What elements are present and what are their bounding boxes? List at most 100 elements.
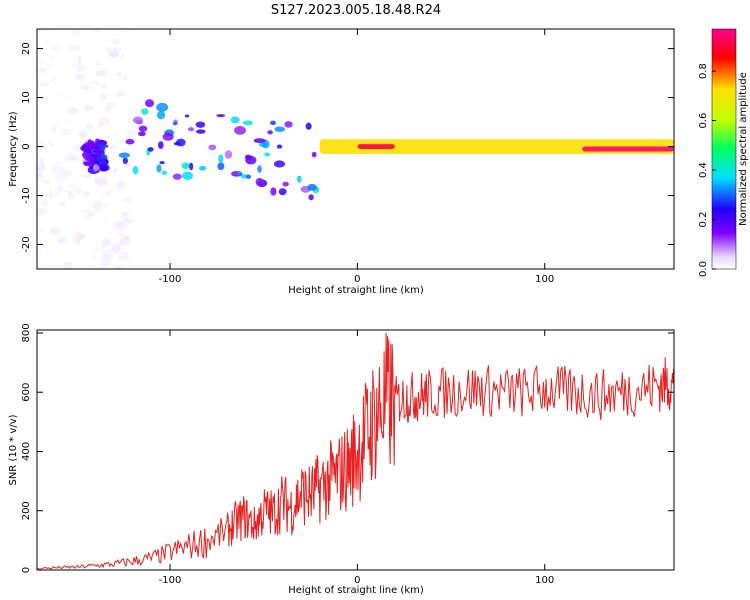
heatmap-cell xyxy=(111,244,121,254)
heatmap-cell xyxy=(50,44,60,51)
heatmap-cell xyxy=(98,143,106,150)
heatmap-cell xyxy=(83,211,95,219)
heatmap-cell xyxy=(92,206,103,215)
figure-title: S127.2023.005.18.48.R24 xyxy=(271,3,441,18)
heatmap-cell xyxy=(115,221,124,227)
heatmap-cell xyxy=(141,108,149,115)
heatmap-cell xyxy=(125,129,138,139)
heatmap-cell xyxy=(106,190,112,195)
x-tick-label: -100 xyxy=(159,274,182,285)
heatmap-cell xyxy=(37,29,42,33)
heatmap-cell xyxy=(37,163,46,172)
heatmap-cell xyxy=(230,116,240,124)
heatmap-cell xyxy=(182,171,194,180)
heatmap-cell xyxy=(102,215,108,223)
heatmap-cell xyxy=(48,228,60,235)
heatmap-cell xyxy=(282,181,289,187)
snr-frame xyxy=(36,329,675,571)
heatmap-cell xyxy=(93,175,100,185)
heatmap-cell xyxy=(41,200,49,207)
heatmap-cell xyxy=(123,235,131,240)
heatmap-cell xyxy=(311,151,317,158)
heatmap-cell xyxy=(245,155,257,165)
heatmap-cell xyxy=(147,147,154,152)
heatmap-cell xyxy=(270,120,276,126)
heatmap-cell xyxy=(100,240,107,249)
heatmap-cell xyxy=(121,211,130,220)
heatmap-cell xyxy=(123,197,135,202)
y-tick-label: 800 xyxy=(21,323,32,342)
heatmap-cell xyxy=(117,180,125,187)
heatmap-cell xyxy=(100,193,110,200)
heatmap-cell xyxy=(162,132,174,141)
x-tick-label: 0 xyxy=(354,575,360,586)
heatmap-cell xyxy=(216,114,226,118)
heatmap-cell xyxy=(296,175,302,183)
y-tick-label: -10 xyxy=(21,187,32,203)
colorbar-tick-label: 0.4 xyxy=(698,162,709,178)
heatmap-cell xyxy=(72,144,82,152)
heatmap-cell xyxy=(97,179,110,188)
heatmap-cell xyxy=(39,59,45,64)
heatmap-cell xyxy=(62,189,67,194)
heatmap-cell xyxy=(39,157,45,166)
heatmap-cell xyxy=(96,176,108,186)
heatmap-cell xyxy=(37,68,47,73)
heatmap-cell xyxy=(119,237,131,246)
colorbar: 0.0 0.2 0.4 0.6 0.8 Normalized spectral ampl… xyxy=(698,28,749,277)
heatmap-cell xyxy=(107,93,114,97)
heatmap-cell xyxy=(108,50,119,58)
heatmap-cell xyxy=(189,162,194,171)
heatmap-cell xyxy=(61,156,72,162)
heatmap-cell xyxy=(50,166,63,175)
heatmap-cell xyxy=(264,152,271,157)
heatmap-cell xyxy=(120,53,125,62)
heatmap-cell xyxy=(242,120,253,126)
heatmap-cell xyxy=(114,264,125,269)
heatmap-marks xyxy=(37,29,674,269)
heatmap-cell xyxy=(156,110,166,120)
heatmap-cell xyxy=(73,232,84,242)
heatmap-cell xyxy=(37,207,47,217)
heatmap-cell xyxy=(70,107,78,112)
x-tick-label: 0 xyxy=(354,274,360,285)
heatmap-cell xyxy=(208,144,217,151)
heatmap-cell xyxy=(117,251,129,261)
heatmap-feature-blob xyxy=(80,138,110,175)
heatmap-cell xyxy=(157,141,164,150)
heatmap-cell xyxy=(93,61,103,66)
heatmap-cell xyxy=(116,181,123,190)
heatmap-cell xyxy=(77,233,87,240)
heatmap-cell xyxy=(38,191,49,199)
heatmap-cell xyxy=(58,183,64,192)
heatmap-feature-noise xyxy=(37,29,138,269)
heatmap-cell xyxy=(77,55,82,65)
colorbar-label: Normalized spectral amplitude xyxy=(738,72,749,226)
heatmap-cell xyxy=(73,45,81,51)
heatmap-cell xyxy=(115,221,126,231)
colorbar-ticks: 0.0 0.2 0.4 0.6 0.8 xyxy=(698,63,716,277)
heatmap-cell xyxy=(276,144,283,149)
heatmap-cell xyxy=(81,209,92,213)
heatmap-cell xyxy=(81,81,87,86)
heatmap-cell xyxy=(116,91,125,97)
heatmap-cell xyxy=(37,174,44,181)
heatmap-band xyxy=(582,146,674,152)
heatmap-cell xyxy=(92,163,99,172)
heatmap-feature-drifting-blobs xyxy=(118,99,320,201)
heatmap-cell xyxy=(125,255,131,261)
heatmap-cell xyxy=(94,152,102,158)
colorbar-tick-label: 0.6 xyxy=(698,113,709,129)
heatmap-cell xyxy=(104,236,111,243)
heatmap-cell xyxy=(46,63,55,69)
heatmap-cell xyxy=(126,162,133,167)
heatmap-cell xyxy=(44,40,50,46)
heatmap-cell xyxy=(80,85,91,91)
heatmap-cell xyxy=(159,161,165,165)
snr-xlabel: Height of straight line (km) xyxy=(288,585,424,596)
heatmap-cell xyxy=(108,256,114,260)
heatmap-cell xyxy=(48,189,54,199)
heatmap-cell xyxy=(199,165,207,171)
heatmap-cell xyxy=(78,159,84,164)
